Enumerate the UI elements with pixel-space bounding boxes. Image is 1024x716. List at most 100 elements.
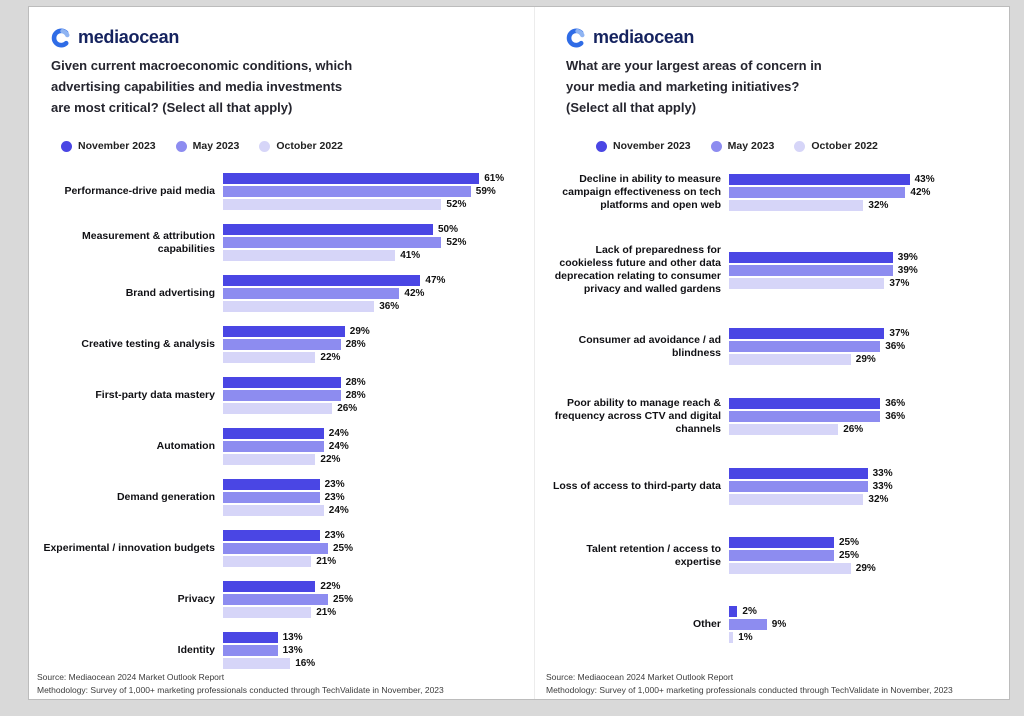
bar-stack: 33% 33% 32% — [729, 468, 893, 505]
bar-value-label: 26% — [337, 403, 358, 414]
bar-rows: Decline in ability to measure campaign e… — [543, 173, 1009, 675]
bar-value-label: 41% — [400, 250, 421, 261]
bar-october-2022 — [223, 556, 312, 567]
bar-november-2023 — [223, 479, 320, 490]
bar-value-label: 25% — [839, 550, 860, 561]
bar-line: 25% — [223, 543, 353, 554]
bar-value-label: 42% — [910, 187, 931, 198]
bar-may-2023 — [223, 390, 341, 401]
bar-may-2023 — [223, 339, 341, 350]
bar-line: 25% — [729, 537, 876, 548]
bar-line: 28% — [223, 377, 366, 388]
bar-november-2023 — [223, 581, 316, 592]
chart-title-line: Given current macroeconomic conditions, … — [51, 58, 353, 73]
chart-legend: November 2023 May 2023 October 2022 — [596, 140, 878, 152]
bar-stack: 23% 23% 24% — [223, 479, 349, 516]
legend-item-november-2023: November 2023 — [596, 140, 691, 152]
methodology-line: Methodology: Survey of 1,000+ marketing … — [546, 684, 953, 695]
bar-may-2023 — [729, 619, 767, 630]
legend-dot-icon — [61, 140, 72, 152]
bar-line: 23% — [223, 530, 353, 541]
bar-october-2022 — [729, 277, 885, 289]
bar-value-label: 28% — [345, 377, 366, 388]
bar-november-2023 — [729, 251, 893, 263]
bar-line: 28% — [223, 390, 366, 401]
bar-stack: 43% 42% 32% — [729, 174, 935, 211]
bar-stack: 25% 25% 29% — [729, 537, 876, 574]
bar-value-label: 32% — [868, 494, 889, 505]
bar-group: Measurement & attribution capabilities 50… — [37, 224, 511, 261]
bar-group: Poor ability to manage reach & frequency… — [543, 397, 1009, 436]
bar-value-label: 39% — [897, 264, 918, 276]
bar-value-label: 26% — [843, 424, 864, 435]
bar-line: 33% — [729, 481, 893, 492]
bar-line: 32% — [729, 494, 893, 505]
bar-stack: 39% 39% 37% — [729, 251, 918, 289]
chart-title-line: What are your largest areas of concern i… — [566, 58, 822, 73]
chart-panel-right: mediaocean What are your largest areas o… — [543, 7, 1009, 699]
bar-october-2022 — [223, 403, 333, 414]
category-label: Creative testing & analysis — [81, 338, 215, 350]
legend-item-november-2023: November 2023 — [61, 140, 156, 152]
bar-stack: 22% 25% 21% — [223, 581, 353, 618]
category-label: Identity — [177, 644, 215, 656]
bar-may-2023 — [223, 441, 324, 452]
bar-line: 13% — [223, 632, 315, 643]
category-label: Performance-drive paid media — [64, 185, 215, 197]
bar-line: 23% — [223, 492, 349, 503]
bar-line: 29% — [223, 326, 370, 337]
bar-line: 26% — [223, 403, 366, 414]
category-label: Consumer ad avoidance / ad blindness — [578, 333, 721, 359]
bar-value-label: 28% — [345, 339, 366, 350]
bar-value-label: 24% — [328, 428, 349, 439]
bar-october-2022 — [729, 494, 864, 505]
bar-line: 22% — [223, 352, 370, 363]
bar-line: 37% — [729, 328, 909, 339]
bar-line: 42% — [223, 288, 445, 299]
chart-title: What are your largest areas of concern i… — [566, 55, 822, 118]
bar-november-2023 — [223, 224, 433, 235]
legend-dot-icon — [710, 140, 722, 152]
bar-may-2023 — [223, 594, 328, 605]
chart-footer: Source: Mediaocean 2024 Market Outlook R… — [37, 671, 444, 696]
bar-november-2023 — [729, 468, 868, 479]
bar-value-label: 29% — [855, 354, 876, 365]
legend-label: October 2022 — [811, 140, 878, 152]
bar-line: 22% — [223, 454, 349, 465]
bar-line: 25% — [729, 550, 876, 561]
bar-line: 39% — [729, 251, 918, 263]
legend-label: November 2023 — [613, 140, 691, 152]
bar-line: 37% — [729, 277, 918, 289]
legend-item-may-2023: May 2023 — [175, 140, 239, 152]
bar-may-2023 — [729, 550, 834, 561]
mediaocean-logo-icon — [566, 28, 585, 47]
bar-may-2023 — [729, 264, 893, 276]
bar-november-2023 — [729, 606, 738, 617]
bar-stack: 47% 42% 36% — [223, 275, 445, 312]
bar-line: 50% — [223, 224, 466, 235]
bar-line: 36% — [729, 341, 909, 352]
category-label: Brand advertising — [125, 287, 215, 299]
bar-group: Experimental / innovation budgets 23% 25% 2… — [37, 530, 511, 567]
bar-value-label: 23% — [324, 530, 345, 541]
legend-dot-icon — [175, 140, 187, 152]
bar-value-label: 36% — [885, 411, 906, 422]
bar-value-label: 24% — [328, 505, 349, 516]
bar-october-2022 — [223, 352, 316, 363]
bar-november-2023 — [223, 632, 278, 643]
bar-value-label: 9% — [771, 619, 787, 630]
bar-line: 24% — [223, 428, 349, 439]
bar-october-2022 — [223, 658, 291, 669]
bar-value-label: 61% — [484, 173, 505, 184]
bar-november-2023 — [223, 173, 480, 184]
bar-november-2023 — [729, 537, 834, 548]
bar-rows: Performance-drive paid media 61% 59% 52% Mea… — [37, 173, 511, 683]
bar-value-label: 43% — [914, 174, 935, 185]
bar-value-label: 52% — [446, 199, 467, 210]
bar-stack: 37% 36% 29% — [729, 328, 909, 365]
category-label: Decline in ability to measure campaign e… — [562, 173, 721, 211]
category-label: Loss of access to third-party data — [552, 480, 721, 492]
bar-group: Identity 13% 13% 16% — [37, 632, 511, 669]
bar-value-label: 36% — [885, 398, 906, 409]
bar-line: 39% — [729, 264, 918, 276]
